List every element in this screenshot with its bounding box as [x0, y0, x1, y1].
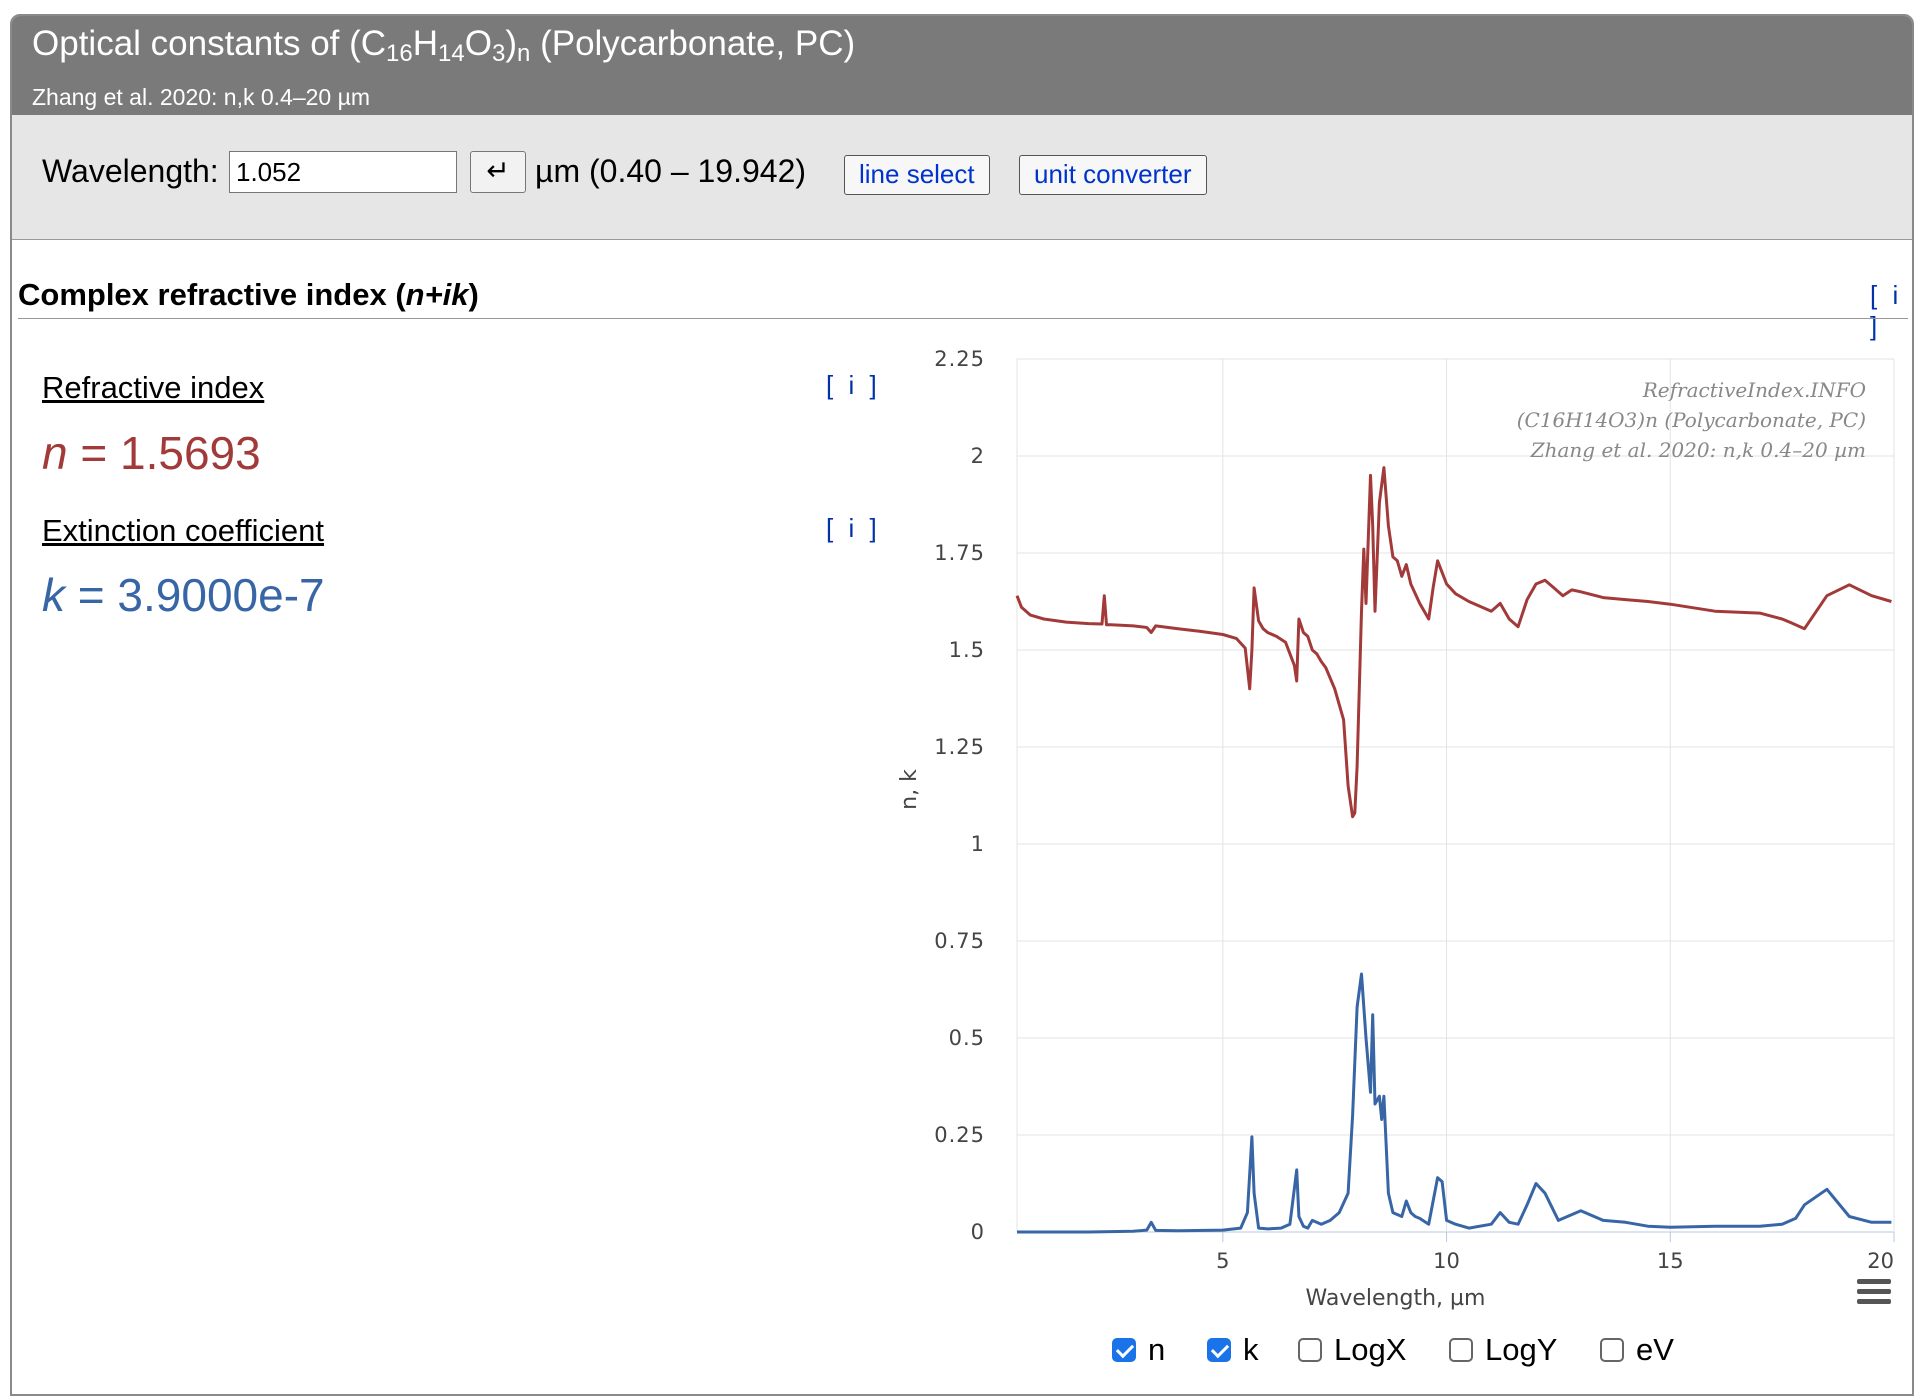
section-info-link[interactable]: [ i ]: [1870, 280, 1903, 341]
y-tick-label: 1.5: [949, 638, 985, 662]
checkbox-n[interactable]: n: [1112, 1332, 1165, 1368]
y-tick-label: 1.25: [934, 735, 985, 759]
enter-button[interactable]: ↵: [470, 151, 526, 193]
checkbox-ev-label: eV: [1636, 1332, 1674, 1367]
y-axis-title: n, k: [897, 769, 922, 810]
line-select-button[interactable]: line select: [844, 155, 990, 195]
y-tick-label: 2: [971, 444, 985, 468]
chart-menu-icon[interactable]: [1857, 1279, 1891, 1304]
checkbox-n-box[interactable]: [1112, 1338, 1136, 1362]
y-tick-label: 0: [971, 1220, 985, 1244]
x-tick-label: 15: [1657, 1249, 1684, 1273]
wavelength-range: µm (0.40 – 19.942): [535, 153, 807, 189]
unit-converter-button[interactable]: unit converter: [1019, 155, 1207, 195]
extinction-coefficient-label[interactable]: Extinction coefficient: [42, 513, 325, 548]
checkbox-logx-label: LogX: [1334, 1332, 1407, 1367]
y-tick-label: 0.25: [934, 1123, 985, 1147]
wavelength-toolbar: Wavelength: ↵ µm (0.40 – 19.942) line se…: [12, 115, 1912, 240]
checkbox-logy-box[interactable]: [1449, 1338, 1473, 1362]
checkbox-n-label: n: [1148, 1332, 1166, 1367]
y-tick-label: 1: [971, 832, 985, 856]
wavelength-label: Wavelength:: [42, 153, 219, 189]
refractive-info-link[interactable]: [ i ]: [826, 370, 881, 400]
checkbox-logy[interactable]: LogY: [1449, 1332, 1557, 1368]
title-bar: Optical constants of (C16H14O3)n (Polyca…: [12, 16, 1912, 115]
checkbox-k-label: k: [1243, 1332, 1259, 1367]
x-tick-label: 10: [1433, 1249, 1460, 1273]
page-subtitle: Zhang et al. 2020: n,k 0.4–20 µm: [32, 84, 371, 110]
main-panel: Optical constants of (C16H14O3)n (Polyca…: [10, 14, 1914, 1396]
wavelength-input[interactable]: [229, 151, 457, 193]
refractive-index-label[interactable]: Refractive index: [42, 370, 265, 405]
x-tick-label: 5: [1216, 1249, 1229, 1273]
y-tick-label: 1.75: [934, 541, 985, 565]
checkbox-logx-box[interactable]: [1298, 1338, 1322, 1362]
checkbox-logx[interactable]: LogX: [1298, 1332, 1406, 1368]
x-axis-title: Wavelength, µm: [1306, 1286, 1486, 1311]
n-value: n = 1.5693: [42, 427, 261, 479]
page-title: Optical constants of (C16H14O3)n (Polyca…: [32, 24, 856, 67]
checkbox-ev[interactable]: eV: [1600, 1332, 1674, 1368]
checkbox-logy-label: LogY: [1485, 1332, 1558, 1367]
x-tick-label: 20: [1867, 1249, 1894, 1273]
checkbox-ev-box[interactable]: [1600, 1338, 1624, 1362]
checkbox-k[interactable]: k: [1207, 1332, 1259, 1368]
section-title: Complex refractive index (n+ik): [18, 277, 479, 312]
series-line-k: [1017, 972, 1892, 1234]
y-tick-label: 2.25: [934, 347, 985, 371]
chart-watermark: RefractiveIndex.INFO: [1642, 378, 1866, 402]
section-divider: [18, 318, 1908, 319]
chart-watermark: Zhang et al. 2020: n,k 0.4–20 µm: [1530, 438, 1866, 462]
y-tick-label: 0.75: [934, 929, 985, 953]
checkbox-k-box[interactable]: [1207, 1338, 1231, 1362]
extinction-info-link[interactable]: [ i ]: [826, 513, 881, 543]
k-value: k = 3.9000e-7: [42, 569, 325, 621]
series-line-n: [1015, 466, 1892, 819]
chart-watermark: (C16H14O3)n (Polycarbonate, PC): [1517, 408, 1866, 432]
y-tick-label: 0.5: [949, 1026, 985, 1050]
